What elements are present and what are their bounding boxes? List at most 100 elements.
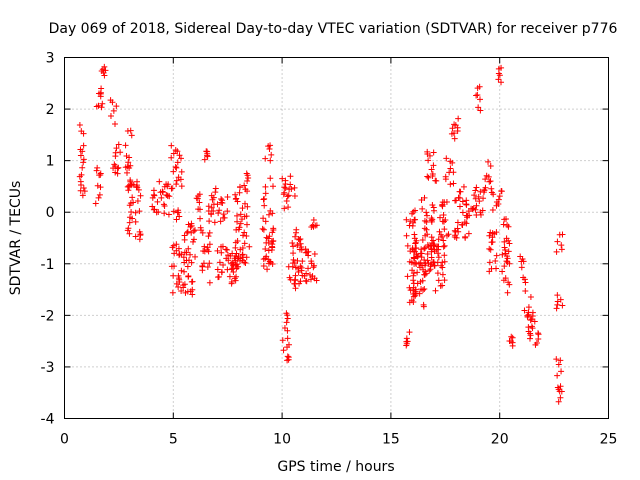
data-point [219,269,226,276]
data-point [501,263,508,270]
data-point [555,361,562,368]
data-point [528,316,535,323]
data-point [425,157,432,164]
data-point [553,305,560,312]
data-point [191,227,198,234]
data-point [113,103,120,110]
data-point [137,192,144,199]
data-point [451,135,458,142]
x-tick-label: 10 [273,432,291,448]
data-point [159,189,166,196]
data-point [178,287,185,294]
data-point [219,197,226,204]
data-point [449,125,456,132]
data-point [245,175,252,182]
data-point [126,202,133,209]
data-point [308,260,315,267]
data-point [172,163,179,170]
data-point [306,271,313,278]
data-point [190,238,197,245]
y-axis-label: SDTVAR / TECUs [8,181,24,296]
data-point [430,162,437,169]
data-point [414,253,421,260]
data-point [204,150,211,157]
data-point [440,237,447,244]
data-point [283,319,290,326]
x-tick-label: 15 [382,432,400,448]
data-point [199,267,206,274]
data-point [79,164,86,171]
x-axis-label: GPS time / hours [277,459,394,475]
data-point [244,203,251,210]
data-point [126,154,133,161]
data-point [525,304,532,311]
data-point [441,277,448,284]
data-point [284,193,291,200]
data-point [136,208,143,215]
data-point [404,338,411,345]
data-point [482,184,489,191]
data-point [185,245,192,252]
data-point [406,329,413,336]
y-tick-label: 2 [46,102,55,118]
data-point [424,250,431,257]
data-point [77,187,84,194]
data-point [262,155,269,162]
data-point [301,273,308,280]
data-point [173,241,180,248]
data-point [455,228,462,235]
data-point [173,216,180,223]
data-point [232,191,239,198]
data-point [134,178,141,185]
data-point [430,237,437,244]
data-point [161,183,168,190]
data-point [493,202,500,209]
data-point [525,324,532,331]
data-point [411,235,418,242]
data-point [503,258,510,265]
data-point [171,250,178,257]
data-point [471,192,478,199]
data-point [165,181,172,188]
data-point [215,210,222,217]
data-point [418,197,425,204]
data-point [421,257,428,264]
data-point [216,259,223,266]
y-tick-label: -3 [41,360,55,376]
data-point [281,205,288,212]
data-point [411,248,418,255]
data-point [283,310,290,317]
data-point [296,280,303,287]
data-point [199,229,206,236]
x-tick-label: 20 [491,432,509,448]
data-point [222,246,229,253]
data-point [288,185,295,192]
data-point [431,242,438,249]
data-point [486,245,493,252]
data-point [243,232,250,239]
data-point [205,233,212,240]
data-point [452,197,459,204]
data-point [437,214,444,221]
data-point [290,250,297,257]
data-point [170,272,177,279]
data-point [210,194,217,201]
data-point [557,394,564,401]
data-point [431,207,438,214]
data-point [447,158,454,165]
data-point [418,254,425,261]
data-point [558,242,565,249]
data-point [97,184,104,191]
data-point [158,194,165,201]
data-point [238,216,245,223]
data-point [77,178,84,185]
data-point [265,211,272,218]
data-point [241,229,248,236]
data-point [203,148,210,155]
data-point [441,252,448,259]
data-point [506,281,513,288]
data-point [419,205,426,212]
data-point [129,215,136,222]
data-point [235,263,242,270]
data-point [126,183,133,190]
